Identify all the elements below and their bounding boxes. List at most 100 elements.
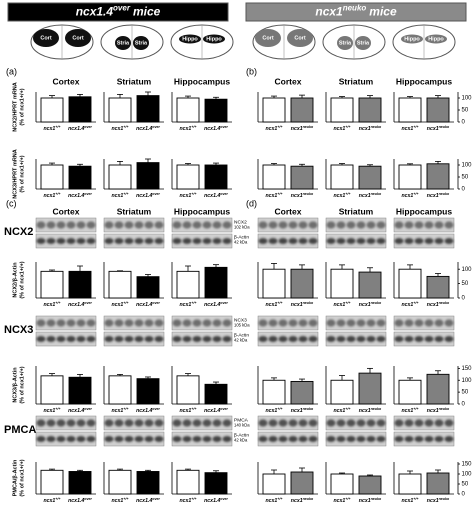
x-tick-label: ncx1neuko — [359, 125, 382, 132]
bar — [40, 375, 64, 405]
brain-label: Cort — [40, 35, 51, 41]
blot-band — [366, 221, 376, 229]
panel-label: (d) — [246, 198, 257, 208]
category-sup: +/+ — [55, 192, 61, 196]
blot-band — [76, 336, 86, 342]
x-tick-label: ncx1.4over — [204, 407, 228, 414]
blot-strip — [35, 233, 97, 249]
brain-label: Cort — [294, 35, 305, 41]
blot-kda: 105 kDa — [234, 323, 250, 328]
blot-band — [182, 238, 192, 244]
category-sup: neuko — [303, 301, 314, 305]
blot-band — [356, 238, 366, 244]
blot-band — [308, 419, 318, 427]
bar — [358, 475, 382, 495]
blot-band — [346, 319, 356, 327]
blot-band — [36, 436, 46, 442]
region-title: Striatum — [339, 206, 374, 216]
x-tick-label: ncx1+/+ — [43, 125, 61, 132]
blot-band — [212, 436, 222, 442]
category-sup: +/+ — [345, 407, 351, 411]
blot-strip — [103, 331, 165, 347]
category-base: ncx1 — [179, 408, 191, 414]
category-base: ncx1 — [333, 193, 345, 199]
category-base: ncx1 — [333, 126, 345, 132]
brain-label: Hippo — [404, 36, 420, 42]
blot-band — [414, 419, 424, 427]
category-sup: over — [152, 497, 160, 501]
blot-band — [66, 238, 76, 244]
x-tick-label: ncx1+/+ — [265, 497, 283, 504]
bar — [330, 268, 354, 299]
bar — [290, 97, 314, 123]
category-base: ncx1.4 — [136, 193, 152, 199]
blot-band — [444, 319, 454, 327]
blot-band — [182, 436, 192, 442]
blot-band — [366, 336, 376, 342]
category-base: ncx1 — [291, 126, 303, 132]
bar — [290, 268, 314, 299]
category-base: ncx1 — [359, 193, 371, 199]
blot-band — [114, 319, 124, 327]
blot-strip — [171, 233, 233, 249]
category-base: ncx1.4 — [136, 498, 152, 504]
x-tick-label: ncx1.4over — [136, 192, 160, 199]
brain-region — [287, 29, 313, 47]
x-tick-label: ncx1+/+ — [179, 125, 197, 132]
x-tick-label: ncx1neuko — [427, 125, 450, 132]
blot-band — [356, 419, 366, 427]
bar — [108, 270, 132, 299]
blot-band — [326, 238, 336, 244]
blot-band — [202, 319, 212, 327]
blot-band — [278, 436, 288, 442]
blot-band — [46, 238, 56, 244]
category-sup: neuko — [439, 407, 450, 411]
blot-band — [36, 419, 46, 427]
x-tick-label: ncx1neuko — [291, 192, 314, 199]
bar — [40, 270, 64, 299]
category-base: ncx1 — [401, 126, 413, 132]
x-tick-label: ncx1.4over — [68, 497, 92, 504]
region-title: Striatum — [117, 206, 152, 216]
x-tick-label: ncx1+/+ — [401, 125, 419, 132]
x-tick-label: ncx1+/+ — [401, 192, 419, 199]
category-base: ncx1 — [427, 498, 439, 504]
blot-band — [56, 336, 66, 342]
category-base: ncx1 — [359, 126, 371, 132]
blot-band — [134, 238, 144, 244]
x-tick-label: ncx1neuko — [359, 497, 382, 504]
category-base: ncx1 — [427, 126, 439, 132]
bar — [176, 469, 200, 495]
bar — [330, 473, 354, 495]
x-tick-label: ncx1+/+ — [179, 407, 197, 414]
blot-band — [86, 221, 96, 229]
blot-band — [172, 419, 182, 427]
category-sup: over — [220, 125, 228, 129]
header-title: ncx1neuko mice — [315, 4, 397, 19]
blot-band — [268, 238, 278, 244]
blot-band — [258, 319, 268, 327]
blot-band — [104, 221, 114, 229]
bar — [68, 165, 92, 190]
blot-band — [444, 238, 454, 244]
category-sup: over — [84, 301, 92, 305]
blot-band — [192, 436, 202, 442]
blot-band — [434, 419, 444, 427]
blot-band — [134, 419, 144, 427]
brain-region — [179, 34, 201, 44]
bar — [398, 473, 422, 495]
category-sup: neuko — [303, 125, 314, 129]
category-base: ncx1 — [401, 302, 413, 308]
blot-band — [66, 336, 76, 342]
blot-name: PMCA — [234, 417, 249, 423]
category-base: ncx1 — [179, 302, 191, 308]
header-box — [245, 2, 467, 22]
brain-region — [133, 36, 149, 50]
blot-band — [376, 419, 386, 427]
x-tick-label: ncx1.4over — [204, 192, 228, 199]
blot-band — [182, 336, 192, 342]
x-tick-label: ncx1neuko — [359, 192, 382, 199]
category-base: ncx1 — [111, 126, 123, 132]
category-base: ncx1.4 — [68, 126, 84, 132]
x-tick-label: ncx1.4over — [136, 407, 160, 414]
